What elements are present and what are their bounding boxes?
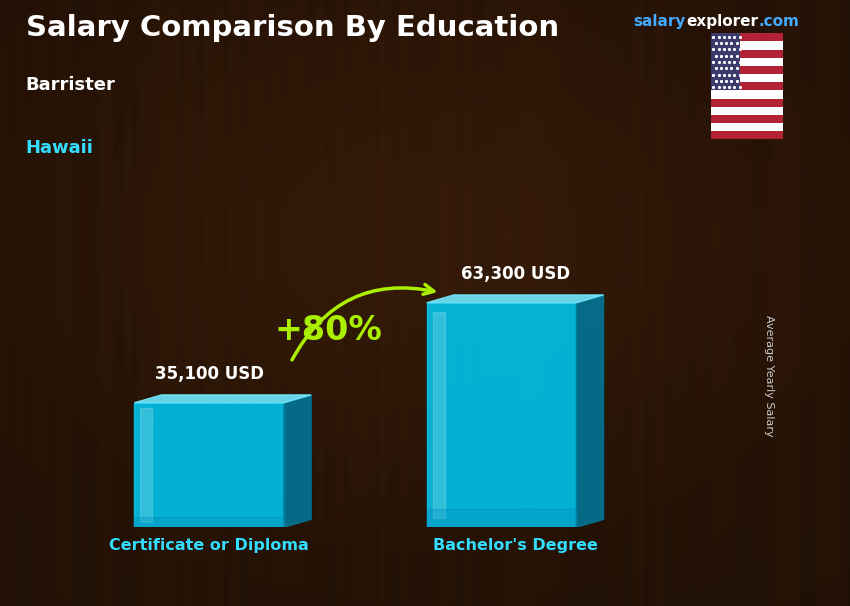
Polygon shape (284, 395, 311, 527)
Polygon shape (134, 395, 311, 403)
Bar (711, 33, 783, 41)
Polygon shape (427, 295, 604, 303)
Bar (711, 33, 740, 90)
Text: Salary Comparison By Education: Salary Comparison By Education (26, 13, 558, 42)
Bar (711, 66, 783, 74)
Polygon shape (433, 311, 445, 518)
Text: .com: .com (758, 13, 799, 28)
Text: Barrister: Barrister (26, 76, 116, 95)
Bar (711, 90, 783, 99)
Text: salary: salary (633, 13, 686, 28)
Polygon shape (134, 403, 284, 527)
Bar (711, 115, 783, 123)
Text: 35,100 USD: 35,100 USD (155, 365, 264, 382)
Polygon shape (140, 408, 152, 522)
Bar (711, 41, 783, 50)
Bar (711, 82, 783, 90)
Polygon shape (427, 509, 576, 527)
Polygon shape (427, 303, 576, 527)
Text: +80%: +80% (275, 315, 382, 347)
Bar (711, 123, 783, 132)
Text: Certificate or Diploma: Certificate or Diploma (109, 538, 309, 553)
Text: explorer: explorer (687, 13, 759, 28)
Bar (711, 99, 783, 107)
Text: Average Yearly Salary: Average Yearly Salary (764, 315, 774, 436)
Bar (711, 132, 783, 139)
Text: Hawaii: Hawaii (26, 139, 94, 157)
Bar (711, 107, 783, 115)
Text: Bachelor's Degree: Bachelor's Degree (433, 538, 598, 553)
Bar (711, 50, 783, 58)
Bar (711, 74, 783, 82)
Bar (711, 58, 783, 66)
Polygon shape (576, 295, 604, 527)
Polygon shape (134, 518, 284, 527)
Text: 63,300 USD: 63,300 USD (461, 265, 570, 282)
